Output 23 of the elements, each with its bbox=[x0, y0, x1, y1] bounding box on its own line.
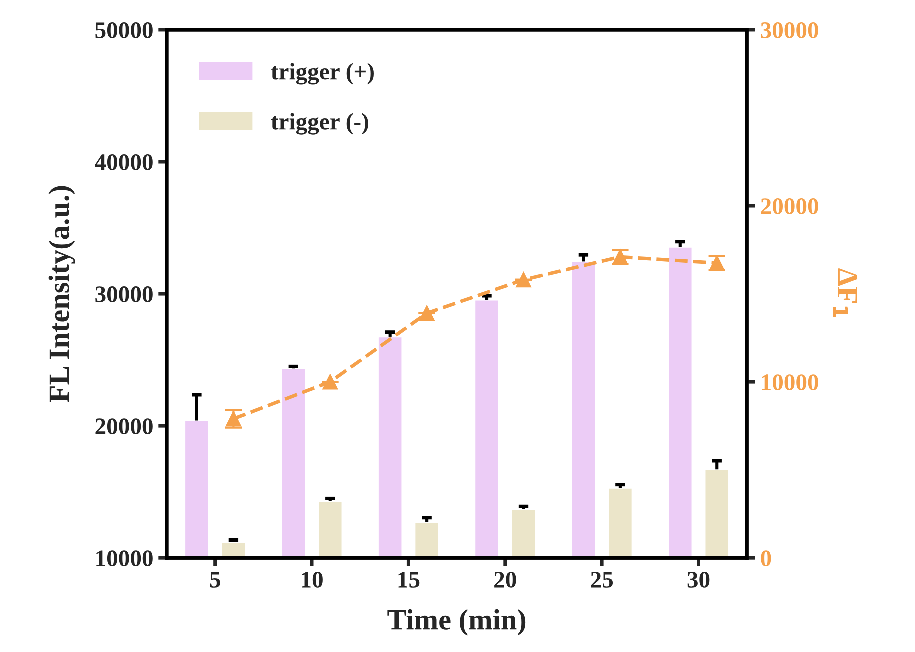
y2-axis-title: ΔF$_{1}$ bbox=[833, 268, 858, 318]
x-tick-label: 20 bbox=[494, 572, 516, 588]
point bbox=[419, 306, 435, 322]
point bbox=[516, 272, 532, 288]
y-tick-label: 40000 bbox=[95, 154, 153, 170]
y-tick-label: 50000 bbox=[96, 22, 153, 38]
y2-tick-label: 0 bbox=[761, 550, 772, 567]
y-axis-title: FL Intensity(a.u.) bbox=[48, 186, 76, 403]
legend-label: trigger (-) bbox=[271, 113, 368, 135]
x-tick-label: 30 bbox=[688, 572, 710, 588]
y2-tick-label: 30000 bbox=[761, 22, 818, 38]
y-tick-label: 20000 bbox=[96, 418, 153, 435]
x-tick-label: 25 bbox=[591, 572, 614, 588]
y-tick-label: 30000 bbox=[96, 286, 153, 302]
point bbox=[322, 374, 338, 390]
y2-tick-label: 20000 bbox=[761, 198, 818, 214]
y2-tick-label: 10000 bbox=[762, 374, 818, 390]
x-tick-label: 10 bbox=[302, 572, 323, 588]
y-tick-label: 10000 bbox=[96, 550, 153, 567]
x-tick-label: 5 bbox=[210, 572, 220, 588]
legend-label: trigger (+) bbox=[271, 63, 374, 85]
x-axis-title: Time (min) bbox=[388, 609, 526, 636]
x-tick-label: 15 bbox=[398, 572, 420, 588]
